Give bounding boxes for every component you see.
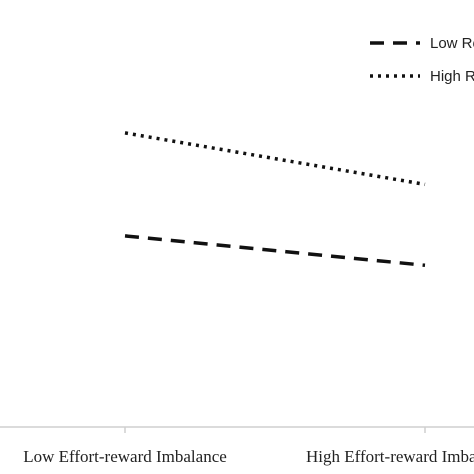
legend-label-low-re: Low Re: [430, 35, 474, 52]
legend: Low Re High Re: [370, 35, 474, 85]
x-tick-label-high: High Effort-reward Imbalance: [306, 447, 474, 466]
legend-label-high-re: High Re: [430, 68, 474, 85]
series-line-high-re: [124, 131, 426, 187]
series-line-low-re: [124, 234, 426, 268]
x-tick-label-low: Low Effort-reward Imbalance: [23, 447, 227, 466]
